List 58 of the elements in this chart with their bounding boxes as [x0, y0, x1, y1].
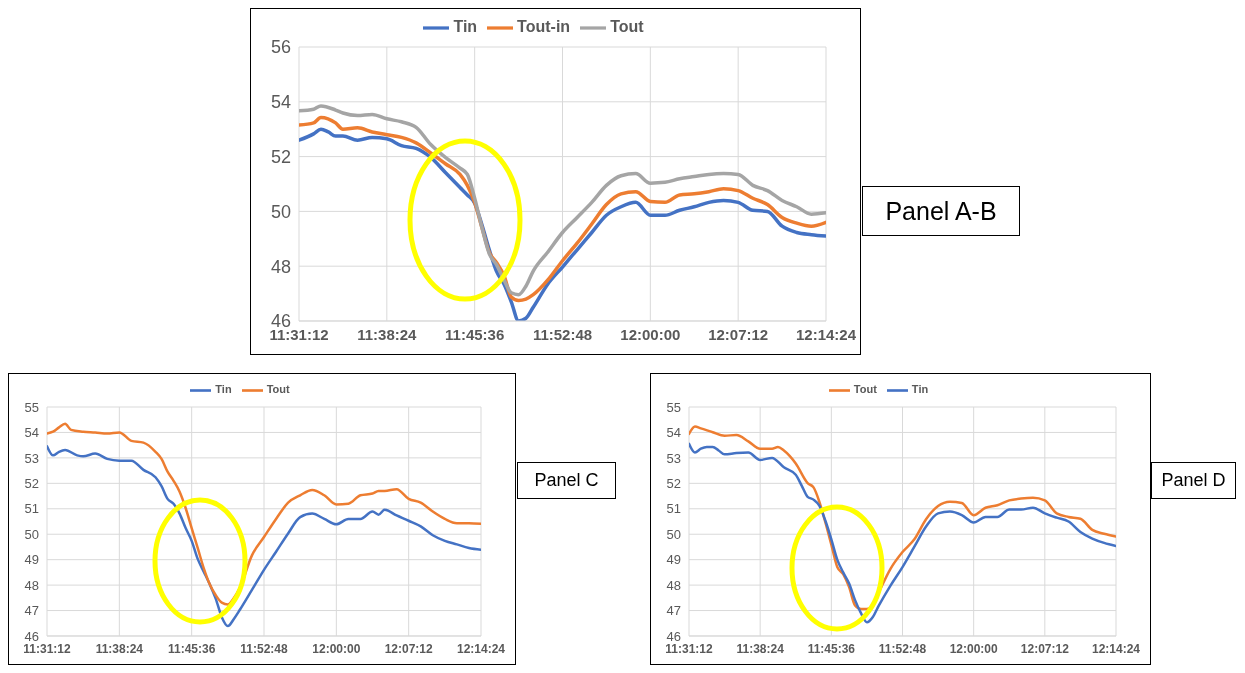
- legend-label: Tout: [853, 383, 877, 396]
- y-tick-label: 48: [270, 256, 291, 277]
- x-tick-label: 11:31:12: [23, 641, 72, 656]
- y-tick-label: 51: [666, 501, 681, 517]
- y-tick-label: 46: [666, 628, 681, 644]
- y-tick-label: 46: [24, 628, 39, 644]
- y-tick-label: 52: [666, 475, 681, 491]
- y-tick-label: 53: [666, 450, 681, 466]
- x-tick-label: 11:52:48: [878, 641, 927, 656]
- x-tick-label: 11:38:24: [95, 641, 144, 656]
- x-tick-label: 12:07:12: [708, 325, 769, 343]
- text: Panel D: [1161, 470, 1226, 491]
- x-tick-label: 12:00:00: [312, 641, 361, 656]
- y-tick-label: 54: [666, 425, 681, 441]
- y-tick-label: 54: [24, 425, 39, 441]
- x-tick-label: 12:00:00: [620, 325, 681, 343]
- y-tick-label: 53: [24, 450, 39, 466]
- x-tick-label: 11:38:24: [357, 325, 418, 343]
- x-tick-label: 11:45:36: [167, 641, 216, 656]
- x-tick-label: 11:31:12: [665, 641, 714, 656]
- x-tick-label: 11:45:36: [445, 325, 505, 343]
- x-tick-label: 12:00:00: [949, 641, 998, 656]
- y-tick-label: 50: [24, 526, 39, 542]
- x-tick-label: 12:07:12: [1020, 641, 1070, 656]
- y-tick-label: 49: [24, 552, 39, 568]
- x-tick-label: 12:14:24: [795, 325, 857, 343]
- y-tick-label: 55: [24, 399, 39, 415]
- text: Panel C: [534, 470, 599, 491]
- x-tick-label: 12:07:12: [384, 641, 433, 656]
- legend-label: Tout-in: [517, 18, 571, 36]
- line-series: [47, 444, 481, 628]
- y-tick-label: 52: [24, 475, 39, 491]
- y-tick-label: 49: [666, 552, 681, 568]
- y-tick-label: 51: [24, 501, 39, 517]
- legend-label: Tout: [610, 18, 644, 36]
- text: Panel A-B: [885, 196, 997, 226]
- legend-label: Tin: [911, 383, 929, 396]
- y-tick-label: 48: [666, 577, 681, 593]
- y-tick-label: 52: [270, 146, 291, 167]
- x-tick-label: 11:45:36: [807, 641, 856, 656]
- y-tick-label: 47: [24, 603, 39, 619]
- y-tick-label: 50: [270, 201, 291, 222]
- legend-label: Tin: [215, 383, 232, 396]
- y-tick-label: 56: [270, 37, 291, 58]
- x-tick-label: 12:14:24: [456, 641, 506, 656]
- x-tick-label: 11:38:24: [736, 641, 785, 656]
- line-series: [689, 442, 1116, 624]
- x-tick-label: 12:14:24: [1091, 641, 1141, 656]
- y-tick-label: 47: [666, 603, 681, 619]
- line-series: [47, 422, 481, 606]
- y-tick-label: 50: [666, 526, 681, 542]
- legend-label: Tin: [453, 18, 478, 36]
- legend-label: Tout: [266, 383, 290, 396]
- y-tick-label: 54: [270, 92, 291, 113]
- y-tick-label: 55: [666, 399, 681, 415]
- x-tick-label: 11:52:48: [532, 325, 593, 343]
- y-tick-label: 48: [24, 577, 39, 593]
- x-tick-label: 11:52:48: [240, 641, 289, 656]
